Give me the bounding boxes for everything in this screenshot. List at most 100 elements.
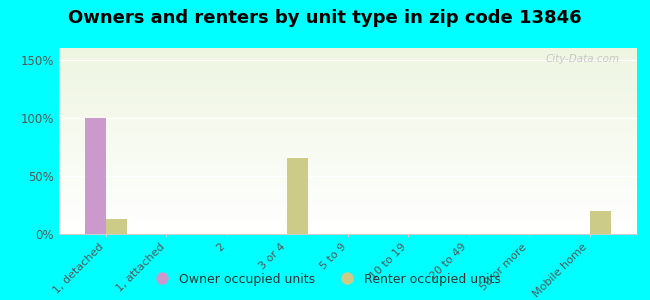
Bar bbox=[58, 153, 637, 154]
Bar bbox=[58, 216, 637, 217]
Bar bbox=[58, 171, 637, 172]
Bar bbox=[58, 178, 637, 179]
Bar bbox=[58, 148, 637, 149]
Bar bbox=[58, 200, 637, 202]
Bar bbox=[58, 211, 637, 212]
Bar bbox=[58, 97, 637, 98]
Bar bbox=[58, 69, 637, 70]
Bar bbox=[58, 167, 637, 168]
Bar bbox=[58, 106, 637, 107]
Bar bbox=[58, 118, 637, 119]
Bar bbox=[58, 87, 637, 88]
Bar bbox=[58, 60, 637, 61]
Bar bbox=[58, 146, 637, 147]
Bar bbox=[58, 190, 637, 191]
Bar bbox=[58, 196, 637, 197]
Bar bbox=[58, 125, 637, 126]
Bar bbox=[58, 198, 637, 199]
Bar bbox=[58, 136, 637, 137]
Bar bbox=[58, 55, 637, 56]
Bar bbox=[58, 85, 637, 86]
Bar bbox=[106, 219, 127, 234]
Bar bbox=[58, 129, 637, 130]
Bar bbox=[58, 82, 637, 83]
Bar bbox=[58, 215, 637, 216]
Bar bbox=[58, 112, 637, 113]
Bar bbox=[58, 120, 637, 121]
Bar bbox=[58, 187, 637, 188]
Bar bbox=[58, 80, 637, 82]
Bar bbox=[58, 53, 637, 54]
Bar bbox=[58, 68, 637, 69]
Bar bbox=[58, 224, 637, 225]
Bar bbox=[58, 213, 637, 214]
Bar bbox=[58, 173, 637, 175]
Bar bbox=[58, 79, 637, 80]
Bar bbox=[58, 91, 637, 92]
Bar bbox=[58, 175, 637, 176]
Bar bbox=[58, 59, 637, 60]
Bar bbox=[58, 217, 637, 218]
Bar bbox=[58, 107, 637, 108]
Bar bbox=[58, 78, 637, 79]
Bar bbox=[58, 95, 637, 96]
Bar bbox=[58, 232, 637, 233]
Bar bbox=[58, 76, 637, 77]
Bar bbox=[58, 93, 637, 94]
Bar bbox=[58, 207, 637, 208]
Bar bbox=[58, 159, 637, 160]
Bar bbox=[58, 154, 637, 155]
Bar bbox=[58, 210, 637, 211]
Bar bbox=[58, 185, 637, 186]
Bar bbox=[58, 156, 637, 157]
Bar bbox=[58, 144, 637, 145]
Bar bbox=[58, 221, 637, 222]
Bar bbox=[58, 134, 637, 135]
Bar bbox=[58, 194, 637, 195]
Bar bbox=[58, 82, 637, 83]
Bar bbox=[58, 51, 637, 52]
Bar bbox=[58, 161, 637, 162]
Bar bbox=[58, 84, 637, 85]
Bar bbox=[58, 204, 637, 205]
Bar bbox=[58, 180, 637, 181]
Bar bbox=[58, 98, 637, 99]
Bar bbox=[58, 145, 637, 146]
Bar bbox=[58, 186, 637, 187]
Bar bbox=[58, 48, 637, 49]
Bar bbox=[58, 113, 637, 114]
Bar bbox=[58, 225, 637, 226]
Bar bbox=[58, 147, 637, 148]
Bar bbox=[58, 189, 637, 190]
Bar bbox=[58, 140, 637, 141]
Bar bbox=[58, 138, 637, 139]
Bar bbox=[58, 158, 637, 159]
Bar bbox=[58, 202, 637, 203]
Bar bbox=[58, 141, 637, 142]
Bar bbox=[58, 137, 637, 138]
Bar bbox=[58, 179, 637, 180]
Bar bbox=[58, 193, 637, 194]
Bar bbox=[58, 124, 637, 125]
Bar bbox=[58, 188, 637, 189]
Bar bbox=[58, 61, 637, 62]
Bar bbox=[58, 166, 637, 167]
Bar bbox=[58, 168, 637, 169]
Bar bbox=[58, 222, 637, 223]
Bar bbox=[58, 126, 637, 127]
Bar bbox=[58, 64, 637, 65]
Bar bbox=[58, 160, 637, 161]
Bar bbox=[58, 195, 637, 196]
Bar bbox=[58, 90, 637, 91]
Bar bbox=[58, 128, 637, 129]
Bar bbox=[58, 142, 637, 143]
Bar bbox=[58, 94, 637, 95]
Bar bbox=[58, 181, 637, 182]
Bar bbox=[58, 157, 637, 158]
Bar bbox=[58, 149, 637, 150]
Bar bbox=[58, 73, 637, 74]
Bar bbox=[58, 74, 637, 75]
Bar bbox=[58, 116, 637, 117]
Bar bbox=[58, 231, 637, 232]
Bar bbox=[58, 214, 637, 215]
